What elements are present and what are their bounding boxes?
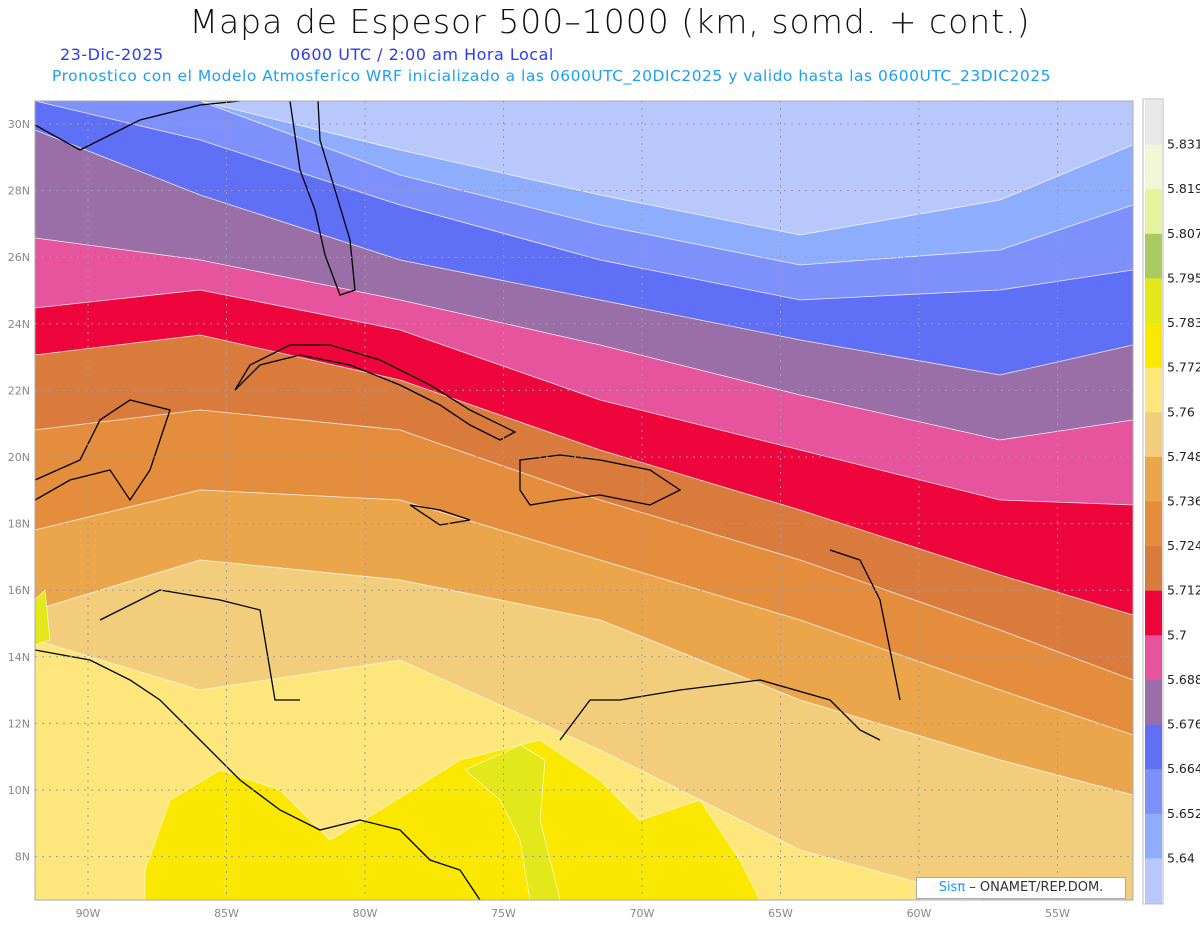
sispi-logo: Sisπ [938,880,966,895]
thickness-band [464,744,561,900]
longitude-label: 70W [630,907,655,920]
colorbar-swatch [1145,323,1162,369]
thickness-band [144,739,761,900]
colorbar-label: 5.772 [1167,360,1200,375]
colorbar-label: 5.736 [1167,494,1200,509]
colorbar: 5.831 5.819 5.807 5.795 5.783 5.772 5.76 5.748 5… [1142,98,1200,905]
longitude-label: 65W [768,907,793,920]
thickness-band [35,559,1133,900]
credit-text: – ONAMET/REP.DOM. [965,880,1104,895]
colorbar-label: 5.664 [1167,761,1200,776]
map-frame [34,100,1134,901]
colorbar-label: 5.76 [1167,404,1195,419]
latitude-label: 16N [8,584,30,597]
colorbar-label: 5.64 [1167,850,1195,865]
colorbar-label: 5.831 [1167,137,1200,152]
colorbar-label: 5.783 [1167,315,1200,330]
latitude-label: 30N [8,118,30,131]
longitude-label: 60W [907,907,932,920]
colorbar-swatch [1145,724,1162,770]
colorbar-swatch [1145,367,1162,413]
latitude-label: 20N [8,451,30,464]
colorbar-swatch [1145,769,1162,815]
colorbar-swatch [1145,501,1162,547]
colorbar-label: 5.652 [1167,806,1200,821]
colorbar-swatch [1145,456,1162,502]
latitude-label: 10N [8,784,30,797]
colorbar-label: 5.688 [1167,672,1200,687]
longitude-label: 75W [491,907,516,920]
longitude-label: 85W [214,907,239,920]
forecast-date: 23-Dic-2025 [60,45,164,64]
colorbar-swatch [1145,679,1162,726]
longitude-label: 90W [76,907,101,920]
colorbar-swatch [1145,858,1162,904]
forecast-time: 0600 UTC / 2:00 am Hora Local [290,45,554,64]
colorbar-label: 5.676 [1167,717,1200,732]
map-title: Mapa de Espesor 500–1000 (km, somd. + co… [189,2,1031,41]
coastlines [35,101,901,900]
colorbar-label: 5.724 [1167,538,1200,553]
colorbar-swatch [1145,635,1162,681]
latitude-label: 8N [15,851,30,864]
longitude-label: 80W [353,907,378,920]
colorbar-swatch [1145,233,1162,279]
colorbar-swatch [1145,813,1162,859]
latitude-label: 28N [8,185,30,198]
colorbar-swatch [1145,100,1162,146]
colorbar-label: 5.807 [1167,226,1200,241]
colorbar-swatch [1145,144,1162,190]
latitude-label: 22N [8,384,30,397]
colorbar-label: 5.819 [1167,181,1200,196]
thickness-band [35,589,51,646]
thickness-shading [35,101,1133,900]
graticule [35,101,1133,900]
colorbar-label: 5.748 [1167,449,1200,464]
credit-box: Sisπ – ONAMET/REP.DOM. [916,877,1126,899]
colorbar-label: 5.712 [1167,583,1200,598]
latitude-label: 18N [8,518,30,531]
latitude-label: 12N [8,717,30,730]
latitude-label: 24N [8,318,30,331]
longitude-label: 55W [1045,907,1070,920]
colorbar-swatch [1145,412,1162,458]
latitude-label: 26N [8,251,30,264]
colorbar-label: 5.795 [1167,270,1200,285]
latitude-labels: 30N 28N 26N 24N 22N 20N 18N 16N 14N 12N 10N 8N [8,118,30,864]
colorbar-swatch [1145,278,1162,324]
latitude-label: 14N [8,651,30,664]
colorbar-swatch [1145,546,1162,592]
colorbar-swatch [1145,590,1162,636]
colorbar-swatch [1145,189,1162,235]
model-info: Pronostico con el Modelo Atmosferico WRF… [52,67,1051,85]
colorbar-label: 5.7 [1167,627,1187,642]
longitude-labels: 90W 85W 80W 75W 70W 65W 60W 55W [76,907,1070,920]
